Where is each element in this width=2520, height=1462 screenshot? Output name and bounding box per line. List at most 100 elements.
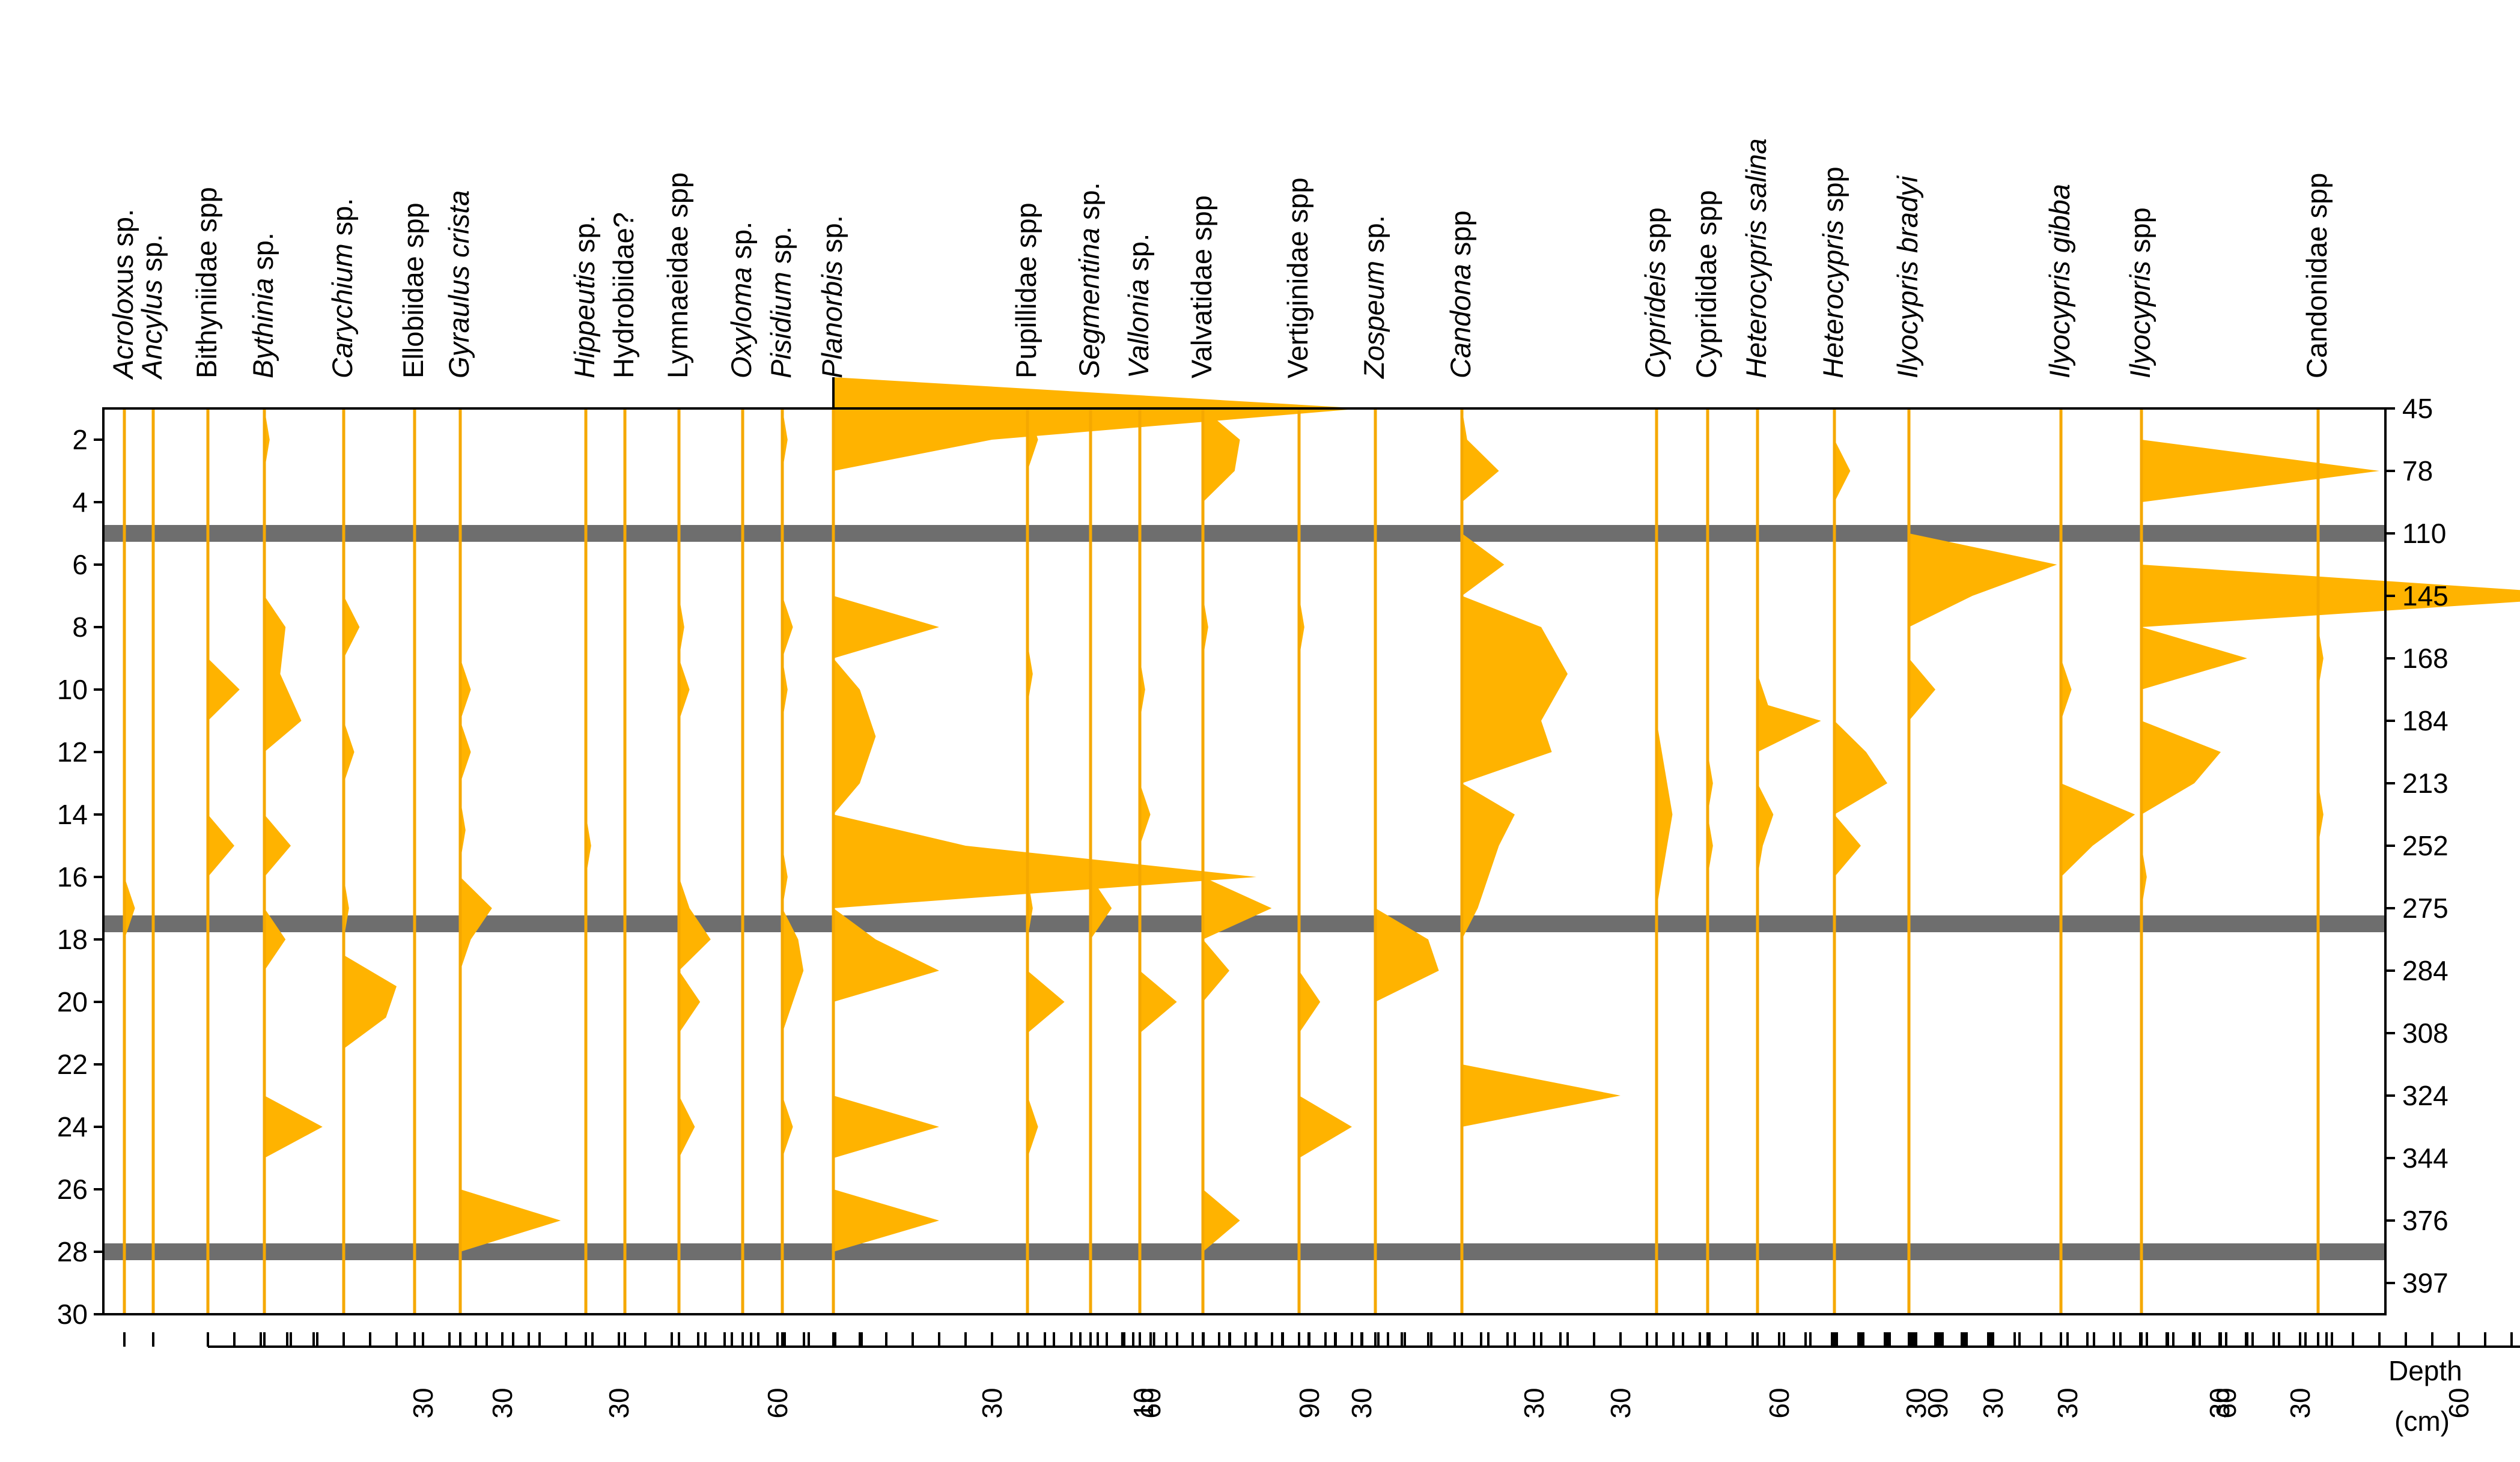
abundance-silhouette (1909, 533, 2057, 627)
abundance-silhouette (1758, 674, 1821, 752)
taxon-genus: Vallonia (1122, 279, 1154, 379)
taxon-labels: Acroloxus sp.Ancylus sp. Bithyniidae spp B… (107, 138, 2333, 380)
abundance-silhouette (782, 1096, 793, 1158)
taxon-suffix: sp. (765, 226, 797, 272)
abundance-silhouette (1462, 1064, 1621, 1127)
taxon-label: Ilyocypris bradyi (1892, 175, 1923, 378)
right-axis-tick-label: 284 (2402, 955, 2448, 986)
abundance-silhouette (782, 908, 804, 1033)
taxon-panel: 10 (1089, 408, 1159, 1419)
abundance-silhouette (2141, 440, 2379, 502)
taxon-panel: 30 (1201, 408, 1389, 1419)
left-axis-tick-label: 8 (72, 611, 88, 643)
taxon-panel (1026, 408, 1134, 1348)
scale-label: 60 (762, 1388, 793, 1418)
taxon-suffix: sp. (1073, 182, 1105, 228)
taxon-suffix: sp. (1358, 215, 1390, 261)
abundance-silhouette (679, 1096, 695, 1158)
left-axis-tick-label: 22 (57, 1049, 88, 1080)
taxon-label: Lymnaeidae spp (662, 172, 693, 378)
taxon-suffix: spp (1639, 207, 1671, 261)
abundance-silhouette (344, 721, 355, 783)
abundance-silhouette (1299, 1096, 1352, 1158)
abundance-silhouette (124, 877, 135, 939)
scale-label: 90 (1294, 1388, 1325, 1418)
taxon-suffix: xus sp. (107, 209, 139, 299)
abundance-silhouette (1203, 939, 1229, 1002)
abundance-silhouette (1203, 877, 1272, 939)
scale-label: 30 (487, 1388, 518, 1418)
taxon-panel (123, 408, 135, 1347)
abundance-silhouette (1462, 596, 1568, 783)
taxon-genus: Hydrobiidae? (607, 212, 639, 378)
taxon-genus: Segmentina (1073, 228, 1105, 378)
abundance-silhouette (344, 955, 397, 1049)
right-axis-tick-label: 168 (2402, 643, 2448, 674)
abundance-silhouette (460, 721, 471, 783)
abundance-silhouette (2141, 721, 2221, 814)
left-axis-tick-label: 4 (72, 487, 88, 518)
abundance-silhouette (833, 658, 876, 814)
scale-label: 90 (1922, 1388, 1953, 1418)
right-axis-tick-label: 275 (2402, 893, 2448, 924)
abundance-silhouette (264, 814, 291, 877)
taxon-genus: Bithyniidae spp (190, 187, 222, 378)
taxon-genus: Zospeum (1358, 261, 1390, 379)
right-axis-tick-label: 324 (2402, 1080, 2448, 1111)
right-axis-tick-label: 344 (2402, 1142, 2448, 1174)
scale-label: 30 (1346, 1388, 1377, 1418)
taxon-panel (584, 408, 591, 1347)
abundance-silhouette (1462, 408, 1499, 502)
taxon-panel: 30 (1756, 408, 1944, 1419)
taxon-suffix: sp. (247, 232, 279, 278)
taxon-label: Oxyloma sp. (725, 222, 757, 378)
taxon-panel (1138, 408, 1273, 1348)
right-axis-tick-label: 78 (2402, 455, 2433, 487)
abundance-silhouette (1140, 783, 1151, 846)
scale-label: 30 (407, 1388, 439, 1418)
scale-label: 30 (976, 1388, 1008, 1418)
taxon-label: Ilyocypris spp (2124, 207, 2156, 378)
taxon-suffix: spp (1817, 166, 1849, 220)
taxon-suffix: salina (1740, 138, 1772, 220)
scale-label: 60 (2211, 1388, 2242, 1418)
abundance-silhouette (1140, 971, 1177, 1033)
taxon-label: Ilyocypris gibba (2044, 184, 2075, 378)
left-axis-tick-label: 28 (57, 1236, 88, 1267)
taxon-panel (1706, 408, 1713, 1347)
taxon-suffix: gibba (2044, 184, 2075, 261)
taxon-genus: Vertiginidae spp (1282, 178, 1313, 378)
taxon-genus: Heterocypris (1740, 220, 1772, 378)
abundance-silhouette (679, 658, 690, 721)
taxon-genus: Ilyocypris (2044, 261, 2075, 378)
taxon-label: Planorbis sp. (816, 215, 848, 378)
abundance-silhouette (679, 971, 701, 1033)
taxon-panel: 30 (2059, 408, 2247, 1419)
taxon-panel: 30 (263, 408, 451, 1419)
abundance-silhouette (264, 596, 302, 752)
left-axis-tick-label: 10 (57, 674, 88, 705)
taxon-genus: Valvatidae spp (1185, 195, 1217, 378)
taxon-suffix: sp. (725, 222, 757, 267)
taxon-suffix: sp. (136, 234, 168, 280)
abundance-silhouette (1657, 721, 1673, 908)
left-axis-tick-label: 14 (57, 799, 88, 830)
left-axis-tick-label: 16 (57, 861, 88, 893)
taxon-panel: 30 60 (458, 408, 805, 1419)
taxon-suffix: bradyi (1892, 175, 1923, 261)
axes: Depth (cm) 24681012141618202224262830457… (57, 393, 2462, 1437)
taxon-genus: Ilyocypris (2124, 261, 2156, 378)
taxon-panel (2316, 408, 2324, 1347)
taxon-label: Bythinia sp. (247, 232, 279, 378)
scale-label: 60 (1135, 1388, 1166, 1418)
scale-label: 30 (1518, 1388, 1550, 1418)
abundance-silhouette (264, 908, 286, 971)
abundance-silhouette (833, 814, 1256, 908)
right-axis-tick-label: 376 (2402, 1205, 2448, 1236)
zone-boundary-3 (103, 1243, 2385, 1260)
abundance-silhouette (1834, 440, 1851, 502)
right-axis-tick-label: 397 (2402, 1267, 2448, 1299)
